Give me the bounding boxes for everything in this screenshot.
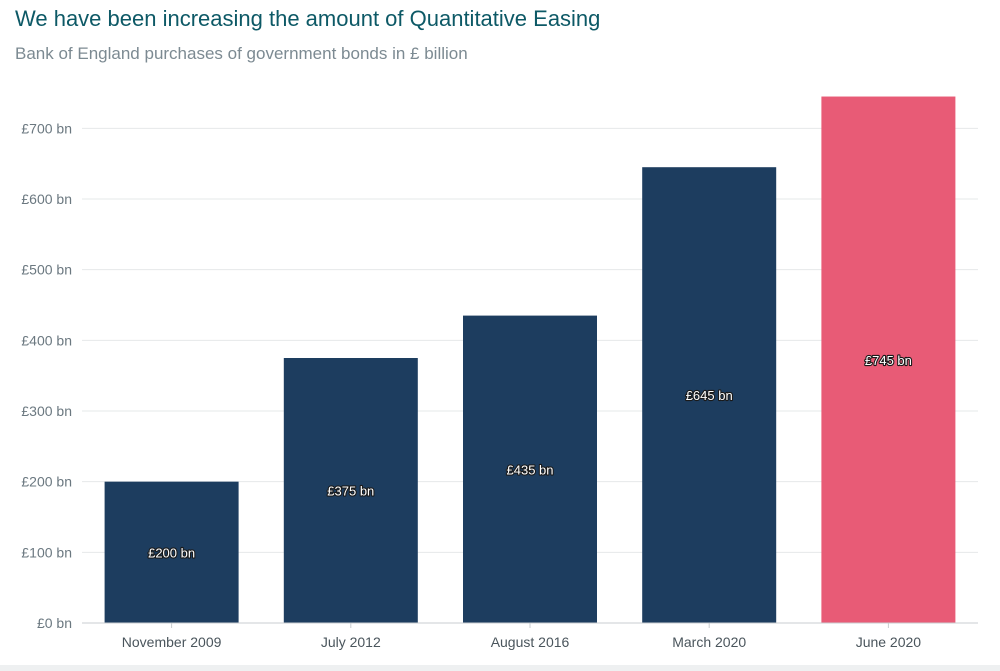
y-tick-label: £200 bn bbox=[21, 474, 72, 490]
data-label: £435 bn bbox=[507, 462, 554, 477]
data-labels: £200 bn £375 bn £435 bn £645 bn £745 bn bbox=[147, 352, 913, 562]
bar bbox=[821, 96, 956, 624]
x-tick-label: March 2020 bbox=[672, 634, 746, 650]
x-tick-label: June 2020 bbox=[856, 634, 922, 650]
y-tick-label: £300 bn bbox=[21, 403, 72, 419]
y-tick-label: £0 bn bbox=[37, 615, 72, 631]
bar bbox=[463, 315, 597, 623]
data-label: £745 bn bbox=[865, 353, 912, 368]
y-tick-label: £600 bn bbox=[21, 191, 72, 207]
y-tick-label: £400 bn bbox=[21, 332, 72, 348]
x-axis: November 2009 July 2012 August 2016 March 2… bbox=[122, 623, 922, 650]
y-tick-label: £700 bn bbox=[21, 120, 72, 136]
x-tick-label: November 2009 bbox=[122, 634, 222, 650]
data-label: £645 bn bbox=[686, 388, 733, 403]
bars bbox=[104, 96, 956, 624]
y-axis: £0 bn £100 bn £200 bn £300 bn £400 bn £500 bn… bbox=[21, 120, 978, 631]
footer-strip bbox=[0, 665, 1000, 671]
bar bbox=[283, 358, 418, 623]
data-label: £200 bn bbox=[148, 545, 195, 560]
y-tick-label: £100 bn bbox=[21, 544, 72, 560]
y-tick-label: £500 bn bbox=[21, 262, 72, 278]
chart-subtitle: Bank of England purchases of government … bbox=[15, 44, 468, 63]
bar bbox=[642, 167, 777, 623]
chart-title: We have been increasing the amount of Qu… bbox=[15, 6, 601, 31]
bar bbox=[104, 481, 239, 623]
data-label: £375 bn bbox=[327, 484, 374, 499]
x-tick-label: August 2016 bbox=[491, 634, 570, 650]
x-tick-label: July 2012 bbox=[321, 634, 381, 650]
